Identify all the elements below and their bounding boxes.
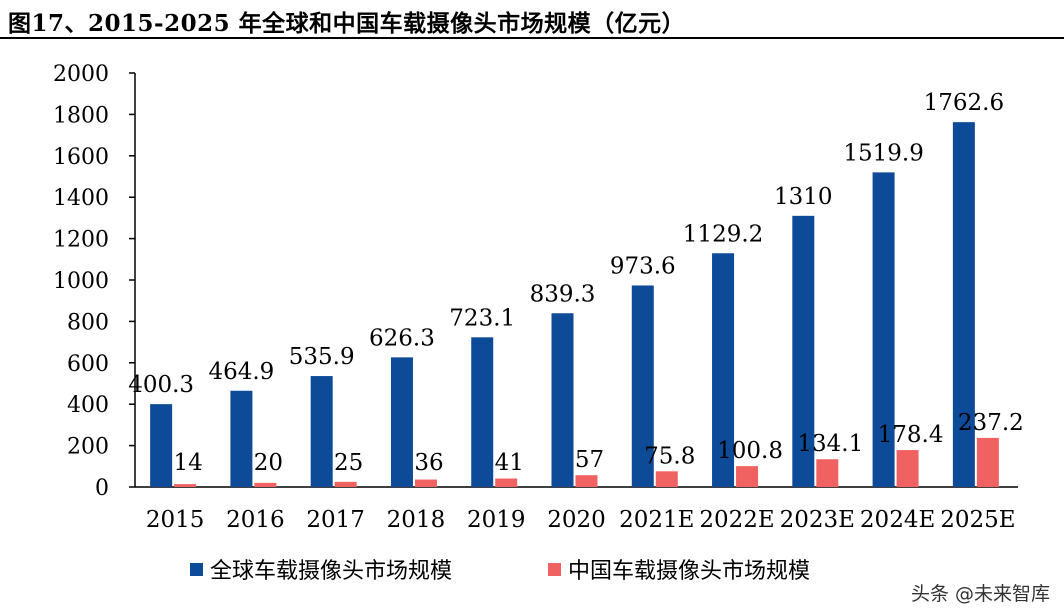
x-tick-label: 2020: [547, 507, 606, 533]
x-tick-label: 2022E: [699, 507, 774, 533]
china-bar: [896, 450, 919, 487]
china-bar: [816, 459, 839, 487]
x-tick-label: 2016: [226, 507, 285, 533]
china-bar: [575, 475, 598, 487]
legend-china-swatch: [548, 563, 561, 576]
global-bar: [551, 313, 574, 487]
global-bar: [471, 337, 494, 487]
watermark: 头条 @未来智库: [910, 583, 1050, 605]
china-bar: [254, 482, 277, 487]
global-data-label: 723.1: [449, 305, 515, 331]
y-tick-label: 1200: [53, 228, 109, 253]
x-tick-label: 2018: [387, 507, 446, 533]
china-data-label: 14: [173, 450, 202, 476]
x-tick-label: 2025E: [940, 507, 1015, 533]
china-data-label: 20: [254, 450, 283, 476]
x-tick-label: 2019: [467, 507, 526, 533]
global-bar: [390, 357, 413, 487]
legend-china-label: 中国车载摄像头市场规模: [568, 559, 810, 584]
china-bar: [736, 466, 759, 487]
china-data-label: 134.1: [797, 431, 863, 457]
global-bar: [712, 253, 735, 487]
global-data-label: 1762.6: [924, 90, 1004, 116]
y-tick-label: 1000: [53, 269, 109, 294]
y-tick-label: 0: [95, 476, 109, 501]
global-bar: [952, 122, 975, 488]
y-tick-label: 600: [67, 352, 109, 377]
china-data-label: 237.2: [958, 410, 1024, 436]
global-data-label: 973.6: [610, 253, 676, 279]
global-data-label: 464.9: [208, 359, 274, 385]
legend-global-swatch: [190, 563, 203, 576]
global-data-label: 1129.2: [683, 221, 763, 247]
china-data-label: 25: [334, 450, 363, 476]
global-data-label: 839.3: [530, 281, 596, 307]
china-bar: [174, 484, 197, 487]
title-underline: [0, 37, 1064, 39]
y-tick-label: 800: [67, 310, 109, 335]
global-bar: [792, 215, 815, 487]
global-bar: [230, 390, 253, 487]
y-tick-label: 1800: [53, 103, 109, 128]
x-tick-label: 2021E: [619, 507, 694, 533]
china-bar: [655, 471, 678, 487]
china-bar: [976, 437, 999, 487]
global-data-label: 1519.9: [843, 140, 923, 166]
global-bar: [150, 404, 173, 487]
china-data-label: 100.8: [717, 438, 783, 464]
china-bar: [414, 479, 437, 487]
y-tick-label: 400: [67, 393, 109, 418]
global-data-label: 400.3: [128, 372, 194, 398]
china-data-label: 178.4: [878, 422, 944, 448]
global-data-label: 1310: [774, 184, 833, 210]
x-tick-label: 2017: [306, 507, 365, 533]
global-bar: [310, 376, 333, 487]
y-tick-label: 2000: [53, 62, 109, 87]
global-data-label: 626.3: [369, 325, 435, 351]
china-data-label: 41: [495, 450, 524, 476]
china-bar: [495, 478, 518, 487]
china-data-label: 75.8: [644, 443, 695, 469]
china-data-label: 57: [575, 447, 604, 473]
x-tick-label: 2024E: [860, 507, 935, 533]
global-data-label: 535.9: [289, 344, 355, 370]
y-tick-label: 1600: [53, 145, 109, 170]
china-bar: [334, 481, 357, 487]
x-tick-label: 2023E: [780, 507, 855, 533]
global-bar: [872, 172, 895, 487]
figure-title: 图17、2015-2025 年全球和中国车载摄像头市场规模（亿元）: [8, 10, 686, 37]
y-tick-label: 200: [67, 435, 109, 460]
global-bar: [631, 285, 654, 487]
china-data-label: 36: [414, 450, 443, 476]
y-tick-label: 1400: [53, 186, 109, 211]
x-tick-label: 2015: [146, 507, 205, 533]
legend-global-label: 全球车载摄像头市场规模: [210, 559, 452, 584]
